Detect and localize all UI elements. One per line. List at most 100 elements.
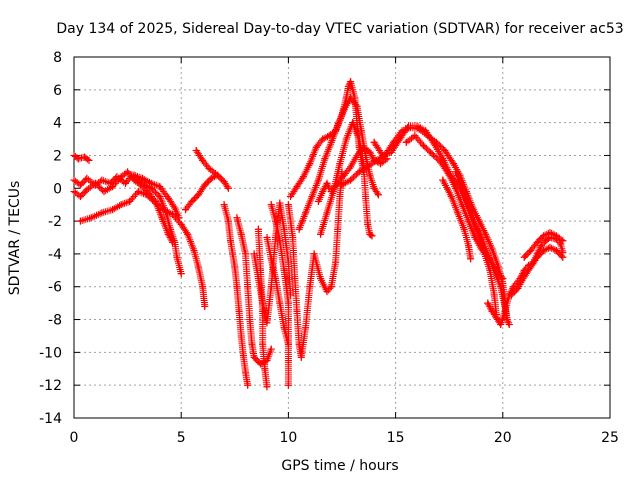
data-point: [280, 266, 288, 274]
data-point: [85, 156, 93, 164]
data-point: [302, 209, 310, 217]
data-point: [293, 183, 301, 191]
data-point: [340, 171, 348, 179]
data-point: [370, 184, 378, 192]
data-point: [505, 320, 513, 328]
data-point: [289, 234, 297, 241]
data-point: [533, 238, 541, 246]
data-point: [220, 178, 228, 186]
data-point: [124, 168, 132, 176]
data-point: [291, 275, 299, 283]
y-tick-label: 6: [53, 83, 62, 99]
data-point: [492, 314, 500, 322]
data-point: [267, 201, 275, 209]
data-point: [499, 275, 507, 283]
series-s15: [287, 78, 367, 200]
data-point: [295, 340, 303, 348]
data-point: [177, 270, 185, 278]
data-point: [173, 253, 181, 261]
data-point: [244, 283, 252, 291]
data-point: [233, 283, 241, 291]
data-point: [171, 204, 179, 212]
y-tick-label: -14: [39, 411, 62, 427]
data-point: [272, 217, 280, 225]
data-point: [272, 275, 280, 283]
series-s19: [370, 122, 511, 324]
data-point: [177, 220, 185, 228]
data-point: [220, 201, 228, 209]
data-point: [501, 307, 509, 315]
data-point: [482, 230, 490, 238]
data-point: [402, 138, 410, 146]
data-point: [224, 184, 232, 192]
data-point: [437, 158, 445, 166]
data-point: [319, 135, 327, 143]
data-point: [248, 340, 256, 348]
y-axis-label: SDTVAR / TECUs: [7, 181, 23, 296]
y-tick-label: 8: [53, 50, 62, 66]
axis-ticks: 0 5 10 15 20 25 -14 -12 -10 -8 -6 -4 -2 0 2 4 6 8: [39, 50, 619, 446]
series-s5: [130, 171, 183, 222]
data-point: [201, 181, 209, 189]
series-s8: [220, 201, 252, 389]
data-point: [428, 150, 436, 158]
data-point: [212, 170, 220, 178]
data-point: [383, 155, 391, 163]
data-point: [237, 332, 245, 340]
data-point: [334, 122, 342, 130]
data-point: [355, 168, 363, 176]
data-point: [321, 155, 329, 163]
data-point: [332, 258, 340, 266]
plot-area-border: [73, 56, 611, 419]
data-point: [284, 299, 292, 307]
data-point: [295, 225, 303, 233]
x-tick-label: 25: [601, 430, 619, 446]
data-point: [207, 174, 215, 182]
data-point: [306, 160, 314, 168]
data-point: [327, 283, 335, 291]
data-point: [267, 255, 275, 263]
data-point: [235, 307, 243, 315]
data-point: [404, 122, 412, 130]
data-point: [323, 288, 331, 296]
data-point: [452, 168, 460, 176]
data-point: [254, 225, 262, 233]
data-point: [293, 307, 301, 315]
data-point: [362, 192, 370, 200]
data-point: [100, 188, 108, 196]
data-point: [98, 209, 106, 217]
data-point: [109, 206, 117, 214]
data-point: [327, 188, 335, 196]
data-point: [239, 352, 247, 360]
data-point: [507, 291, 515, 299]
data-point: [334, 179, 342, 187]
data-point: [353, 151, 361, 159]
data-point: [520, 273, 528, 281]
data-point: [306, 283, 314, 291]
data-point: [156, 183, 164, 191]
data-point: [503, 316, 511, 324]
data-point: [347, 78, 355, 86]
y-tick-label: 4: [53, 116, 62, 132]
data-point: [284, 332, 292, 340]
x-tick-label: 0: [70, 430, 79, 446]
data-point: [87, 214, 95, 222]
y-tick-label: -4: [48, 247, 62, 263]
data-point: [490, 291, 498, 299]
data-point: [537, 242, 545, 250]
data-point: [297, 353, 305, 361]
data-point: [527, 247, 535, 255]
data-point: [70, 188, 78, 196]
data-point: [190, 247, 198, 255]
data-point: [542, 237, 550, 245]
data-point: [205, 165, 213, 173]
data-point: [237, 230, 245, 238]
data-point: [473, 225, 481, 233]
data-point: [134, 188, 142, 196]
data-point: [312, 143, 320, 151]
data-point: [246, 316, 254, 324]
data-point: [342, 135, 350, 143]
data-point: [497, 283, 505, 291]
data-point: [540, 247, 548, 255]
data-point: [287, 192, 295, 200]
